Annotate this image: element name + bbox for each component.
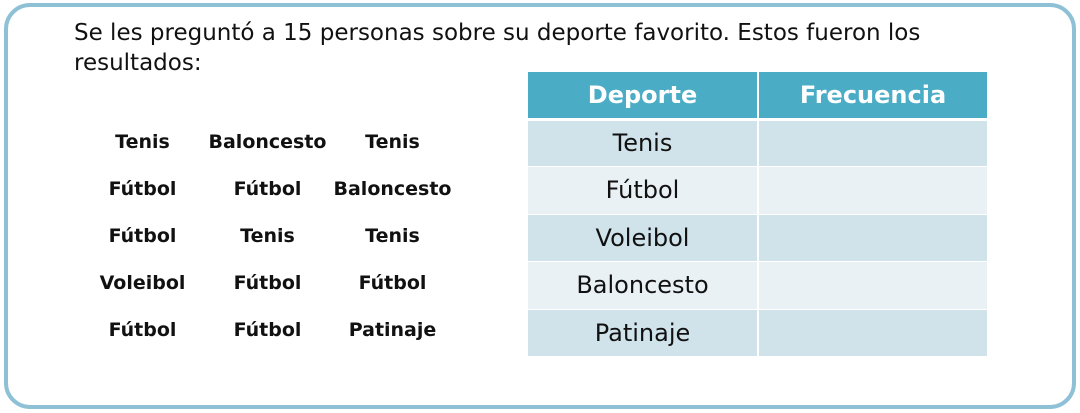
response-word: Fútbol [233,318,302,341]
frequency-cell[interactable] [758,119,987,167]
sport-cell: Tenis [528,119,759,167]
response-word: Baloncesto [208,130,327,153]
response-word: Fútbol [108,224,177,247]
response-word: Tenis [365,130,420,153]
response-word: Patinaje [348,318,437,341]
response-word: Fútbol [233,177,302,200]
table-row: Patinaje [528,309,987,357]
question-text: Se les preguntó a 15 personas sobre su d… [74,20,921,76]
sport-cell: Patinaje [528,309,759,357]
table-row: Fútbol [528,166,987,215]
sport-cell: Fútbol [528,166,759,215]
responses-list: Tenis Baloncesto Tenis Fútbol Fútbol Bal… [80,118,480,353]
responses-row: Tenis Baloncesto Tenis [80,118,480,165]
table-row: Voleibol [528,214,987,262]
response-word: Tenis [240,224,295,247]
responses-row: Fútbol Fútbol Patinaje [80,306,480,353]
table-header-row: Deporte Frecuencia [528,72,987,121]
frequency-cell[interactable] [758,309,987,357]
frequency-table: Deporte Frecuencia Tenis Fútbol Voleibol… [528,72,987,357]
responses-row: Fútbol Tenis Tenis [80,212,480,259]
response-word: Voleibol [99,271,186,294]
table-row: Baloncesto [528,261,987,310]
response-word: Baloncesto [333,177,452,200]
response-word: Fútbol [108,177,177,200]
frequency-cell[interactable] [758,214,987,262]
header-sport: Deporte [528,72,759,121]
response-word: Fútbol [233,271,302,294]
frequency-cell[interactable] [758,166,987,215]
response-word: Tenis [365,224,420,247]
responses-row: Fútbol Fútbol Baloncesto [80,165,480,212]
response-word: Fútbol [108,318,177,341]
table-row: Tenis [528,119,987,167]
responses-row: Voleibol Fútbol Fútbol [80,259,480,306]
response-word: Fútbol [358,271,427,294]
sport-cell: Voleibol [528,214,759,262]
frequency-cell[interactable] [758,261,987,310]
sport-cell: Baloncesto [528,261,759,310]
response-word: Tenis [115,130,170,153]
header-frequency: Frecuencia [758,72,987,121]
